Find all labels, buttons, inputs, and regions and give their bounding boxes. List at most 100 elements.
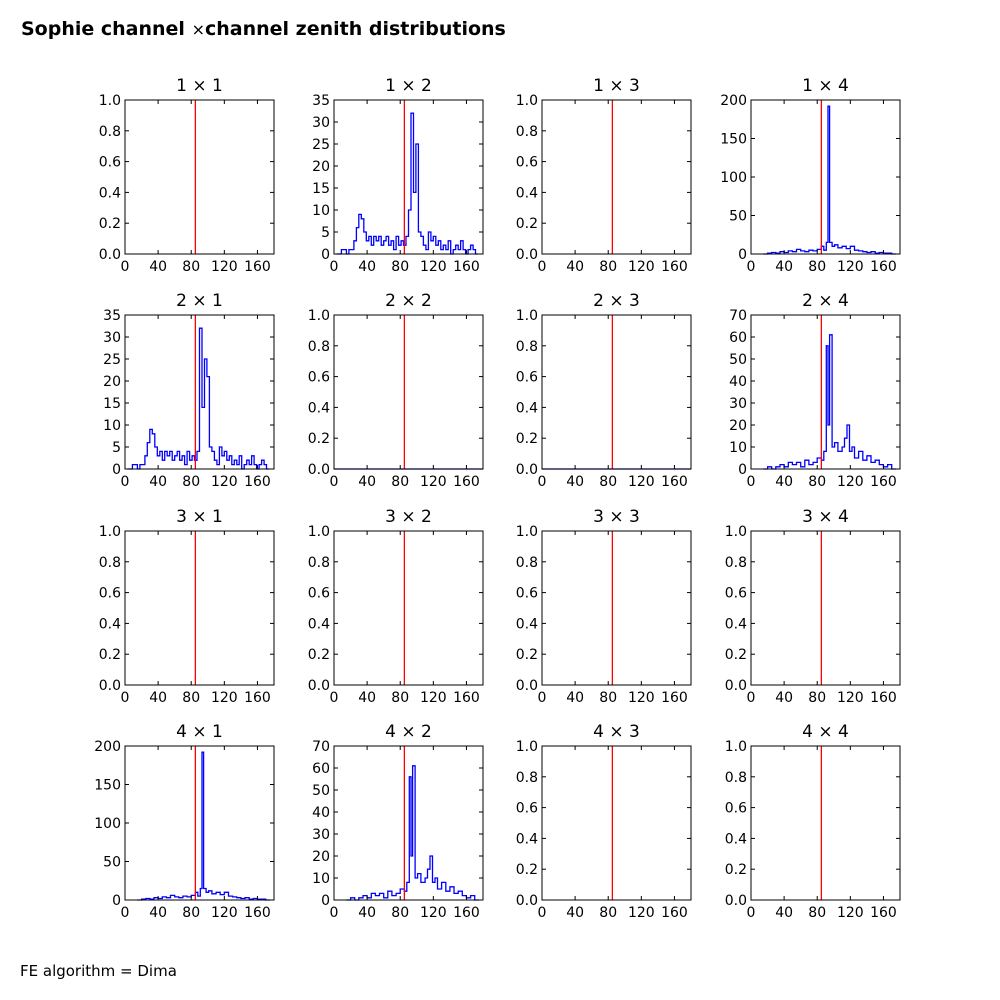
y-tick-label: 0.4	[99, 185, 121, 201]
x-tick-label: 120	[628, 690, 655, 706]
x-tick-label: 0	[747, 474, 756, 490]
subplot-3-1: 3 × 1 0 40 80 120 160 0.0 0.2 0.4 0.6 0.8 1.0	[99, 507, 275, 706]
y-tick-label: 0.8	[99, 555, 121, 571]
subplot-title: 1 × 1	[176, 76, 223, 96]
x-tick-label: 0	[121, 690, 130, 706]
y-tick-label: 20	[312, 849, 330, 865]
y-tick-label: 0.8	[516, 770, 538, 786]
x-tick-label: 80	[391, 690, 409, 706]
axes-frame	[541, 745, 692, 901]
subplot-4-4: 4 × 4 0 40 80 120 160 0.0 0.2 0.4 0.6 0.8 1.0	[725, 722, 901, 921]
x-tick-label: 160	[244, 259, 271, 275]
x-tick-label: 40	[566, 905, 584, 921]
x-tick-label: 160	[870, 905, 897, 921]
subplot-title: 3 × 3	[593, 507, 640, 527]
x-tick-label: 40	[358, 905, 376, 921]
y-tick-label: 30	[103, 330, 121, 346]
x-tick-label: 120	[211, 474, 238, 490]
axes-frame	[333, 99, 484, 255]
y-tick-label: 1.0	[516, 524, 538, 540]
y-tick-label: 150	[720, 132, 747, 148]
x-tick-label: 160	[870, 259, 897, 275]
y-tick-label: 25	[103, 352, 121, 368]
y-tick-label: 0.6	[308, 586, 330, 602]
y-tick-label: 5	[112, 440, 121, 456]
x-tick-label: 80	[808, 905, 826, 921]
y-tick-label: 0.6	[516, 586, 538, 602]
subplot-title: 2 × 2	[385, 291, 432, 311]
y-tick-label: 0.8	[308, 555, 330, 571]
x-tick-label: 0	[538, 259, 547, 275]
x-tick-label: 80	[182, 690, 200, 706]
histogram-series	[763, 105, 896, 255]
x-tick-label: 160	[870, 474, 897, 490]
y-tick-label: 0.4	[725, 831, 747, 847]
y-tick-label: 0.2	[308, 647, 330, 663]
subplot-title: 4 × 4	[802, 722, 849, 742]
x-tick-label: 40	[149, 690, 167, 706]
subplot-2-3: 2 × 3 0 40 80 120 160 0.0 0.2 0.4 0.6 0.8 1.0	[516, 291, 692, 490]
y-tick-label: 0.0	[99, 678, 121, 694]
x-tick-label: 120	[837, 474, 864, 490]
y-tick-label: 150	[94, 778, 121, 794]
x-tick-label: 120	[628, 259, 655, 275]
y-tick-label: 5	[321, 225, 330, 241]
subplot-title: 3 × 4	[802, 507, 849, 527]
subplot-3-2: 3 × 2 0 40 80 120 160 0.0 0.2 0.4 0.6 0.8 1.0	[308, 507, 484, 706]
x-tick-label: 80	[391, 259, 409, 275]
axes-frame	[541, 99, 692, 255]
x-tick-label: 40	[358, 474, 376, 490]
y-tick-label: 70	[729, 308, 747, 324]
x-tick-label: 80	[391, 905, 409, 921]
y-tick-label: 0	[321, 893, 330, 909]
y-tick-label: 0.6	[99, 586, 121, 602]
x-tick-label: 40	[775, 259, 793, 275]
x-tick-label: 160	[244, 690, 271, 706]
x-tick-label: 0	[121, 905, 130, 921]
axes-frame	[124, 745, 275, 901]
y-tick-label: 0.0	[725, 893, 747, 909]
y-tick-label: 40	[729, 374, 747, 390]
y-tick-label: 0.8	[725, 555, 747, 571]
x-tick-label: 120	[837, 690, 864, 706]
y-tick-label: 0.0	[516, 462, 538, 478]
x-tick-label: 0	[747, 259, 756, 275]
y-tick-label: 20	[729, 418, 747, 434]
subplot-3-3: 3 × 3 0 40 80 120 160 0.0 0.2 0.4 0.6 0.8 1.0	[516, 507, 692, 706]
y-tick-label: 0.8	[99, 124, 121, 140]
subplot-title: 3 × 2	[385, 507, 432, 527]
x-tick-label: 80	[808, 259, 826, 275]
subplot-title: 3 × 1	[176, 507, 223, 527]
x-tick-label: 80	[808, 474, 826, 490]
y-tick-label: 1.0	[516, 93, 538, 109]
axes-frame	[333, 530, 484, 686]
y-tick-label: 0.2	[99, 647, 121, 663]
figure-title-left: Sophie channel	[21, 18, 185, 40]
x-tick-label: 120	[420, 259, 447, 275]
axes-frame	[333, 314, 484, 470]
x-tick-label: 80	[599, 905, 617, 921]
x-tick-label: 120	[211, 690, 238, 706]
x-tick-label: 80	[599, 259, 617, 275]
subplot-title: 4 × 3	[593, 722, 640, 742]
y-tick-label: 0.6	[725, 801, 747, 817]
x-tick-label: 120	[420, 690, 447, 706]
y-tick-label: 60	[312, 761, 330, 777]
y-tick-label: 0.0	[516, 893, 538, 909]
histogram-series	[763, 334, 896, 470]
x-tick-label: 80	[391, 474, 409, 490]
subplot-title: 1 × 3	[593, 76, 640, 96]
y-tick-label: 0.6	[99, 155, 121, 171]
subplot-title: 4 × 1	[176, 722, 223, 742]
subplot-title: 2 × 3	[593, 291, 640, 311]
subplot-title: 2 × 4	[802, 291, 849, 311]
x-tick-label: 0	[538, 690, 547, 706]
x-tick-label: 40	[566, 259, 584, 275]
x-tick-label: 160	[661, 474, 688, 490]
subplot-2-4: 2 × 4 0 40 80 120 160 0 10 20 30 40 50 60 70	[729, 291, 901, 490]
x-tick-label: 0	[121, 474, 130, 490]
figure-title-right: channel zenith distributions	[204, 18, 506, 40]
y-tick-label: 0.6	[516, 370, 538, 386]
subplot-title: 1 × 2	[385, 76, 432, 96]
